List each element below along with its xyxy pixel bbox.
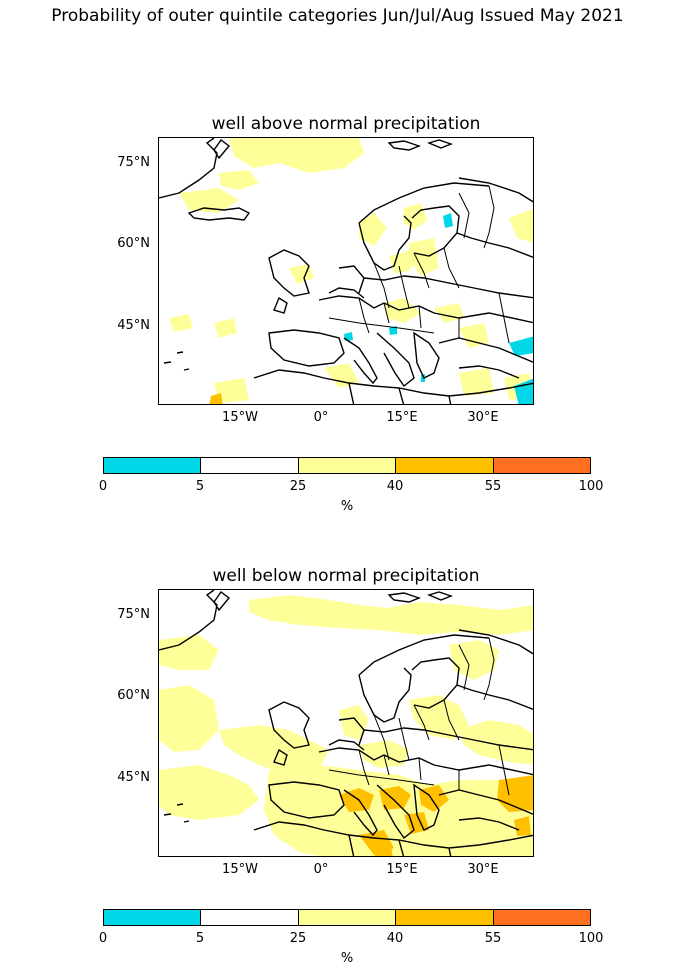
lat-label: 45°N [117,318,150,333]
lon-label: 15°E [386,410,418,425]
coastlines [159,590,533,856]
colorbar-segment [104,910,202,925]
map-canvas [159,590,533,856]
colorbar-tick: 25 [289,931,307,946]
colorbar-segment [201,910,299,925]
colorbar-segment [396,910,494,925]
coastlines [159,138,533,404]
lon-label: 0° [313,410,329,425]
colorbar [103,457,591,474]
colorbar-segment [493,910,591,925]
colorbar-tick: 0 [98,479,108,494]
borders [328,637,510,796]
lat-label: 75°N [117,155,150,170]
colorbar-tick: 55 [484,931,502,946]
lon-label: 30°E [467,862,499,877]
colorbar-unit: % [340,499,354,514]
lon-label: 30°E [467,410,499,425]
lat-label: 45°N [117,770,150,785]
colorbar-segment [298,458,397,473]
borders [328,185,510,344]
colorbar-unit: % [340,951,354,966]
lon-label: 15°W [222,410,258,425]
colorbar-tick: 25 [289,479,307,494]
colorbar-tick: 100 [578,479,604,494]
panel-well-above: well above normal precipitation [0,0,675,514]
panel-title: well above normal precipitation [211,114,481,134]
colorbar [103,909,591,926]
colorbar-segment [396,458,494,473]
panel-well-below: well below normal precipitation [0,452,675,966]
colorbar-tick: 40 [386,931,404,946]
colorbar-tick: 5 [195,931,205,946]
colorbar-segment [298,910,397,925]
colorbar-tick: 5 [195,479,205,494]
map-well-above [158,137,534,405]
colorbar-tick: 55 [484,479,502,494]
colorbar-segment [201,458,299,473]
colorbar-segment [104,458,202,473]
lat-label: 60°N [117,236,150,251]
map-canvas [159,138,533,404]
lon-label: 15°W [222,862,258,877]
colorbar-segment [493,458,591,473]
lat-label: 75°N [117,607,150,622]
map-well-below [158,589,534,857]
lon-label: 0° [313,862,329,877]
colorbar-tick: 100 [578,931,604,946]
shading-25-40 [169,138,533,403]
lat-label: 60°N [117,688,150,703]
panel-title: well below normal precipitation [212,566,480,586]
colorbar-tick: 40 [386,479,404,494]
lon-label: 15°E [386,862,418,877]
colorbar-tick: 0 [98,931,108,946]
figure-title: Probability of outer quintile categories… [51,6,624,26]
